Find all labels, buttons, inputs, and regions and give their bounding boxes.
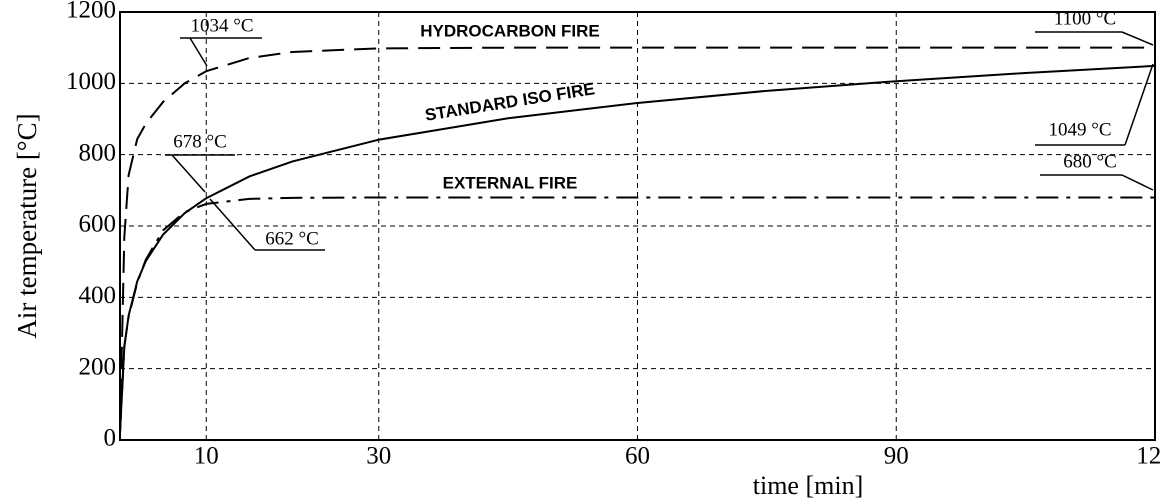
y-axis-label: Air temperature [°C] (12, 113, 42, 338)
series-label: HYDROCARBON FIRE (420, 21, 599, 40)
series-line (119, 46, 1155, 433)
annotation: 1034 °C (190, 15, 253, 36)
series-label: EXTERNAL FIRE (443, 173, 578, 192)
annotation-arrow (1121, 174, 1154, 191)
y-tick-label: 800 (79, 139, 117, 166)
x-tick-label: 30 (366, 443, 391, 470)
x-tick-label: 60 (625, 443, 650, 470)
x-tick-label: 120 (1136, 443, 1162, 470)
annotation-arrow (171, 154, 206, 193)
y-tick-label: 1200 (66, 0, 116, 24)
y-tick-label: 600 (79, 211, 117, 238)
x-tick-label: 10 (194, 443, 219, 470)
annotation-arrow (189, 37, 208, 67)
x-axis-label: time [min] (753, 471, 863, 500)
plot-frame (119, 11, 1156, 441)
y-tick-label: 0 (104, 425, 117, 452)
annotation: 662 °C (265, 228, 319, 249)
annotation: 678 °C (173, 131, 227, 152)
y-tick-label: 400 (79, 282, 117, 309)
x-tick-label: 90 (884, 443, 909, 470)
y-tick-label: 1000 (66, 68, 116, 95)
annotation: 1100 °C (1054, 8, 1116, 29)
series-line (119, 196, 1155, 433)
annotation-arrow (1124, 63, 1154, 146)
annotation: 680 °C (1063, 151, 1117, 172)
annotation-arrow (1121, 31, 1154, 46)
annotation: 1049 °C (1048, 119, 1111, 140)
annotation-arrow (209, 198, 256, 251)
y-tick-label: 200 (79, 353, 117, 380)
